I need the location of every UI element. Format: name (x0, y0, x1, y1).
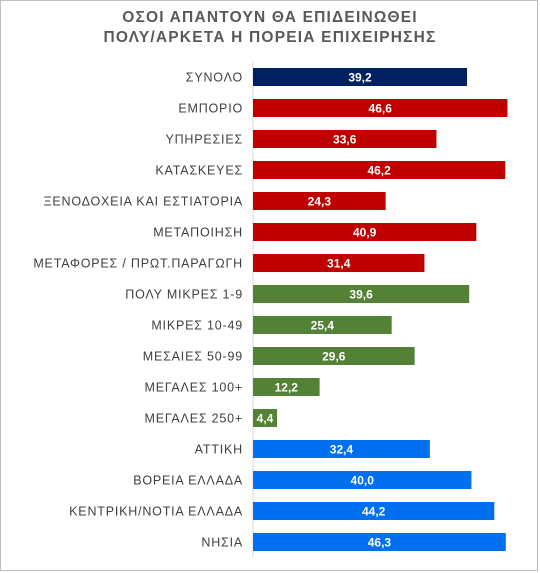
category-label: ΚΑΤΑΣΚΕΥΕΣ (155, 164, 243, 178)
bar (253, 502, 495, 520)
data-label: 39,2 (348, 71, 372, 85)
bar (253, 378, 320, 396)
chart-title-line-2: ΠΟΛΥ/ΑΡΚΕΤΑ Η ΠΟΡΕΙΑ ΕΠΙΧΕΙΡΗΣΗΣ (103, 29, 437, 46)
bar (253, 533, 506, 551)
category-label: ΒΟΡΕΙΑ ΕΛΛΑΔΑ (133, 474, 243, 488)
data-label: 12,2 (275, 381, 299, 395)
data-label: 39,6 (349, 288, 373, 302)
data-label: 31,4 (327, 257, 351, 271)
data-label: 40,0 (351, 474, 375, 488)
data-label: 46,3 (368, 536, 392, 550)
bar (253, 316, 392, 334)
category-label: ΞΕΝΟΔΟΧΕΙΑ ΚΑΙ ΕΣΤΙΑΤΟΡΙΑ (43, 195, 243, 209)
bar (253, 440, 430, 458)
category-label: ΑΤΤΙΚΗ (195, 443, 243, 457)
bar (253, 161, 506, 179)
category-label: ΝΗΣΙΑ (201, 536, 243, 550)
chart-title: ΟΣΟΙ ΑΠΑΝΤΟΥΝ ΘΑ ΕΠΙΔΕΙΝΩΘΕΙ ΠΟΛΥ/ΑΡΚΕΤΑ… (0, 8, 540, 48)
data-label: 25,4 (311, 319, 335, 333)
category-label: ΣΥΝΟΛΟ (186, 71, 243, 85)
bar (253, 285, 470, 303)
data-label: 40,9 (353, 226, 377, 240)
bar (253, 99, 508, 117)
bar (253, 192, 386, 210)
bar (253, 254, 425, 272)
category-label: ΜΕΓΑΛΕΣ 250+ (145, 412, 243, 426)
data-label: 33,6 (333, 133, 357, 147)
bar (253, 130, 437, 148)
category-label: ΚΕΝΤΡΙΚΗ/ΝΟΤΙΑ ΕΛΛΑΔΑ (69, 505, 243, 519)
data-label: 32,4 (330, 443, 354, 457)
bar (253, 347, 415, 365)
bar (253, 409, 278, 427)
data-label: 24,3 (308, 195, 332, 209)
data-label: 46,6 (369, 102, 393, 116)
category-label: ΠΟΛΥ ΜΙΚΡΕΣ 1-9 (125, 288, 243, 302)
category-label: ΥΠΗΡΕΣΙΕΣ (165, 133, 243, 147)
bar (253, 471, 472, 489)
data-label: 46,2 (367, 164, 391, 178)
category-label: ΜΙΚΡΕΣ 10-49 (151, 319, 243, 333)
bar (253, 68, 468, 86)
category-label: ΜΕΤΑΠΟΙΗΣΗ (153, 226, 243, 240)
data-label: 29,6 (322, 350, 346, 364)
category-label: ΜΕΣΑΙΕΣ 50-99 (143, 350, 243, 364)
category-label: ΜΕΓΑΛΕΣ 100+ (145, 381, 243, 395)
category-label: ΕΜΠΟΡΙΟ (178, 102, 243, 116)
category-label: ΜΕΤΑΦΟΡΕΣ / ΠΡΩΤ.ΠΑΡΑΓΩΓΗ (33, 257, 243, 271)
bar (253, 223, 477, 241)
data-label: 4,4 (257, 412, 274, 426)
data-label: 44,2 (362, 505, 386, 519)
chart-title-line-1: ΟΣΟΙ ΑΠΑΝΤΟΥΝ ΘΑ ΕΠΙΔΕΙΝΩΘΕΙ (122, 9, 418, 26)
